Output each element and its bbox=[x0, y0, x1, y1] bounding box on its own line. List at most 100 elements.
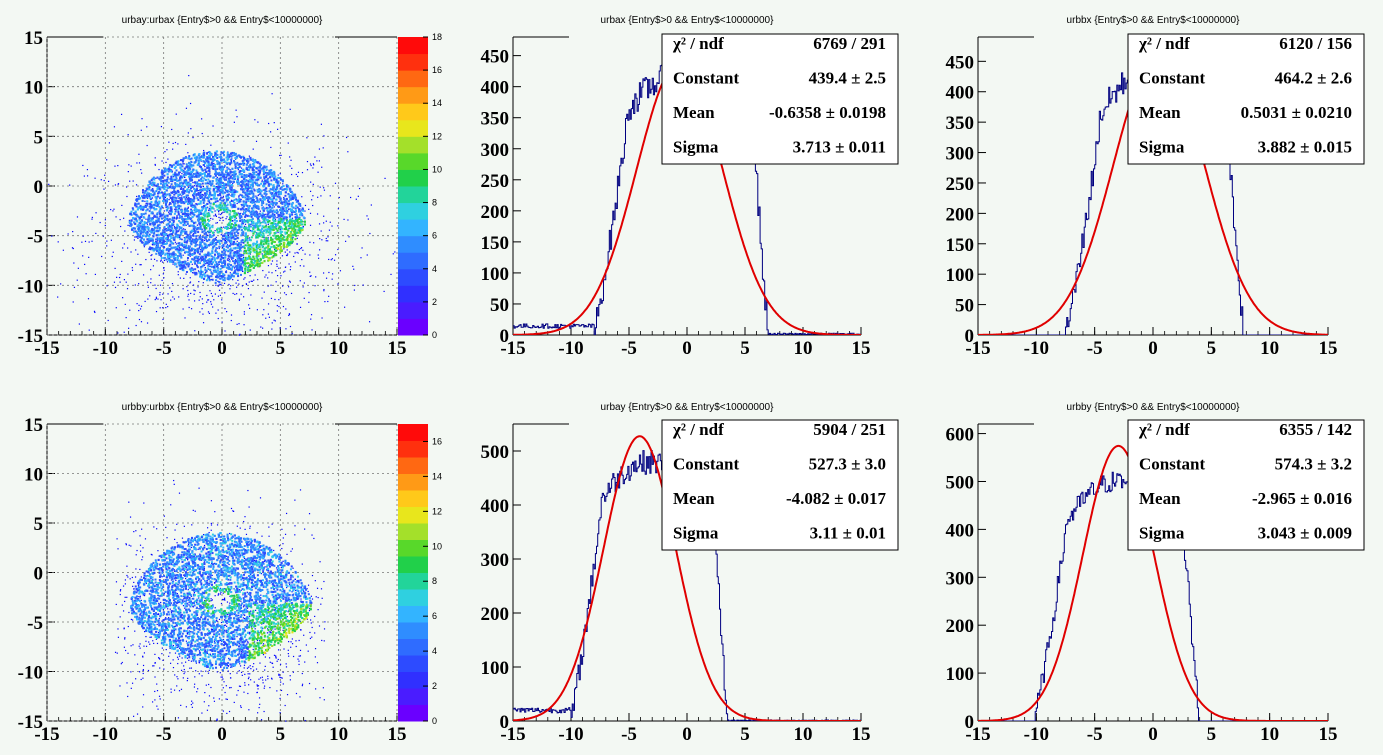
heatmap-cell bbox=[220, 176, 223, 179]
scatter-point bbox=[235, 158, 237, 160]
scatter-point bbox=[82, 255, 84, 257]
heatmap-cell bbox=[274, 177, 277, 180]
scatter-point bbox=[100, 179, 102, 181]
heatmap-cell bbox=[240, 246, 243, 249]
heatmap-cell bbox=[277, 180, 280, 183]
scatter-point bbox=[168, 198, 170, 201]
heatmap-cell bbox=[171, 259, 174, 262]
scatter-point bbox=[289, 108, 291, 110]
scatter-point bbox=[119, 218, 121, 221]
scatter-point bbox=[128, 164, 130, 166]
heatmap-cell bbox=[194, 173, 197, 176]
scatter-point bbox=[88, 329, 90, 331]
scatter-point bbox=[176, 215, 178, 217]
heatmap-cell bbox=[271, 256, 274, 259]
y-tick-label: -10 bbox=[18, 276, 43, 297]
scatter-point bbox=[322, 147, 324, 149]
heatmap-cell bbox=[160, 180, 163, 183]
scatter-point bbox=[289, 325, 292, 328]
heatmap-cell bbox=[241, 261, 244, 264]
scatter-point bbox=[159, 307, 161, 309]
scatter-point bbox=[193, 300, 196, 302]
scatter-point bbox=[299, 210, 301, 212]
heatmap-cell bbox=[294, 238, 297, 241]
heatmap-cell bbox=[231, 171, 234, 174]
heatmap-cell bbox=[258, 215, 261, 218]
heatmap-cell bbox=[202, 264, 205, 267]
heatmap-cell bbox=[187, 164, 190, 167]
scatter-point bbox=[150, 258, 152, 260]
heatmap-cell bbox=[235, 219, 238, 222]
heatmap-cell bbox=[165, 252, 168, 255]
scatter-point bbox=[172, 263, 174, 265]
heatmap-cell bbox=[162, 200, 165, 203]
heatmap-cell bbox=[244, 244, 247, 247]
scatter-point bbox=[257, 194, 259, 197]
heatmap-cell bbox=[249, 175, 252, 178]
heatmap-cell bbox=[258, 229, 261, 232]
heatmap-cell bbox=[225, 176, 228, 179]
heatmap-cell bbox=[279, 177, 282, 180]
heatmap-cell bbox=[272, 234, 275, 237]
heatmap-cell bbox=[264, 249, 267, 252]
heatmap-cell bbox=[257, 234, 260, 237]
scatter-point bbox=[271, 272, 273, 274]
heatmap-cell bbox=[207, 218, 210, 221]
heatmap-cell bbox=[280, 226, 283, 229]
scatter-point bbox=[230, 314, 233, 316]
scatter-point bbox=[238, 196, 240, 198]
scatter-point bbox=[154, 299, 156, 301]
heatmap-cell bbox=[182, 182, 185, 185]
heatmap-cell bbox=[291, 202, 294, 205]
heatmap-cell bbox=[166, 193, 169, 196]
heatmap-cell bbox=[232, 151, 235, 154]
heatmap-cell bbox=[162, 240, 165, 243]
heatmap-cell bbox=[168, 252, 171, 255]
heatmap-cell bbox=[174, 206, 177, 209]
heatmap-cell bbox=[174, 182, 177, 185]
heatmap-cell bbox=[156, 195, 159, 198]
heatmap-cell bbox=[299, 204, 302, 207]
scatter-point bbox=[329, 195, 331, 197]
heatmap-cell bbox=[228, 276, 231, 279]
scatter-point bbox=[347, 219, 349, 221]
heatmap-cell bbox=[231, 193, 234, 196]
scatter-point bbox=[280, 275, 282, 277]
heatmap-cell bbox=[254, 179, 257, 182]
heatmap-cell bbox=[226, 266, 229, 269]
heatmap-cell bbox=[237, 245, 240, 248]
scatter-point bbox=[281, 255, 284, 257]
heatmap-cell bbox=[292, 225, 295, 228]
scatter-point bbox=[285, 328, 287, 330]
heatmap-cell bbox=[276, 210, 279, 213]
scatter-point bbox=[179, 198, 182, 201]
x-tick-label: -15 bbox=[34, 338, 59, 359]
scatter-point bbox=[116, 276, 118, 278]
heatmap-cell bbox=[238, 227, 241, 230]
scatter-point bbox=[91, 240, 93, 242]
scatter-point bbox=[297, 175, 299, 178]
scatter-point bbox=[220, 284, 222, 286]
heatmap-cell bbox=[179, 193, 182, 196]
scatter-point bbox=[240, 198, 242, 201]
heatmap-cell bbox=[258, 212, 261, 215]
heatmap-cell bbox=[171, 217, 174, 220]
scatter-point bbox=[339, 270, 342, 272]
scatter-point bbox=[220, 234, 222, 236]
scatter-point bbox=[348, 236, 350, 238]
heatmap-cell bbox=[162, 181, 165, 184]
scatter-point bbox=[136, 162, 138, 164]
heatmap-cell bbox=[197, 175, 200, 178]
heatmap-cell bbox=[162, 193, 165, 196]
scatter-point bbox=[168, 240, 170, 242]
scatter-point bbox=[159, 284, 162, 286]
heatmap-cell bbox=[136, 225, 139, 228]
heatmap-cell bbox=[193, 209, 196, 212]
heatmap-cell bbox=[197, 179, 200, 182]
heatmap-cell bbox=[249, 244, 252, 247]
scatter-point bbox=[309, 163, 312, 165]
scatter-point bbox=[303, 282, 305, 284]
scatter-point bbox=[95, 212, 97, 214]
scatter-point bbox=[228, 258, 231, 260]
heatmap-cell bbox=[208, 158, 211, 161]
